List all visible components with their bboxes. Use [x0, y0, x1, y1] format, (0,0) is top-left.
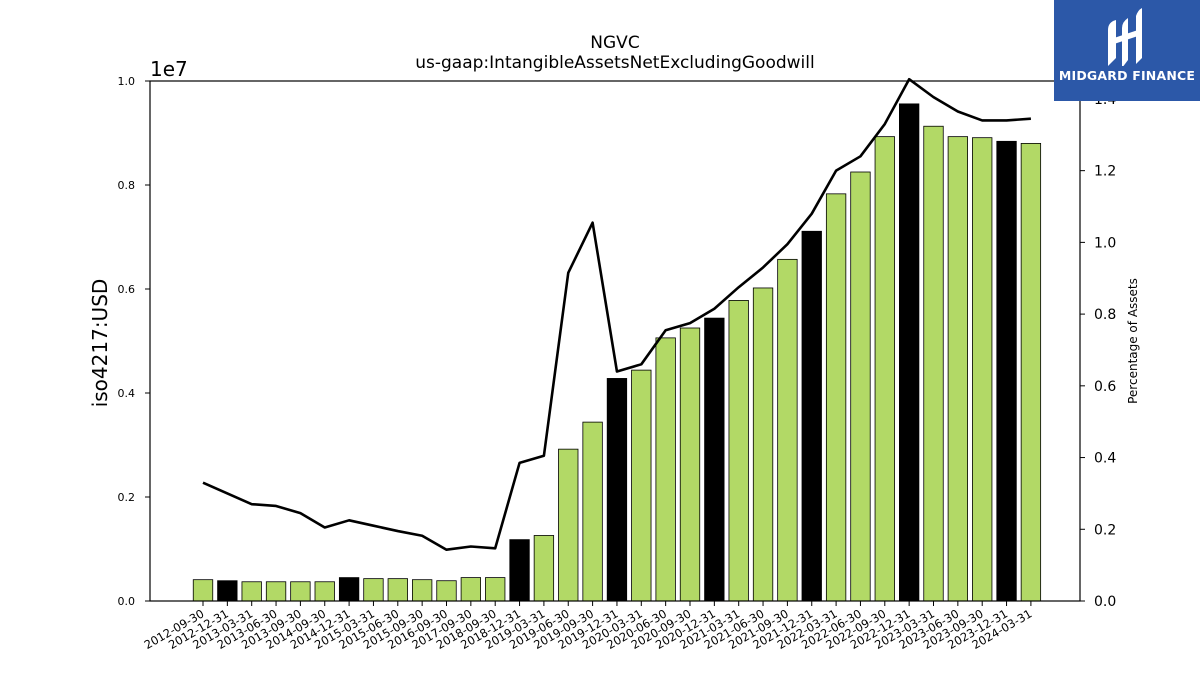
y-axis-exponent-label: 1e7	[150, 57, 188, 81]
y2-axis-label: Percentage of Assets	[1126, 278, 1140, 404]
bar	[533, 535, 555, 602]
y-tick-label: 0.6	[118, 283, 136, 296]
chart-subtitle: us-gaap:IntangibleAssetsNetExcludingGood…	[415, 53, 815, 73]
bar	[801, 230, 822, 602]
bar	[752, 287, 774, 602]
bar	[923, 125, 944, 602]
line-series	[202, 77, 1031, 552]
y2-tick-label: 1.0	[1094, 235, 1116, 251]
y-tick-label: 0.4	[118, 387, 136, 400]
bar	[387, 578, 408, 602]
chart-title: NGVC	[590, 33, 640, 53]
logo-mark-icon	[1108, 8, 1142, 66]
bar	[363, 578, 384, 602]
bar	[996, 140, 1017, 602]
axes: 0.00.20.40.60.81.00.00.20.40.60.81.01.21…	[118, 75, 1117, 652]
bar	[728, 300, 749, 602]
plot-frame	[149, 80, 1081, 602]
y2-tick-label: 0.4	[1094, 451, 1116, 467]
bar	[290, 581, 311, 602]
bar	[265, 581, 287, 602]
bar	[241, 581, 262, 602]
bar	[1020, 142, 1042, 602]
bar	[314, 581, 335, 602]
y2-tick-label: 0.2	[1094, 522, 1116, 538]
bar	[777, 258, 798, 602]
y2-tick-label: 0.6	[1094, 379, 1116, 395]
bar	[899, 103, 920, 602]
bar	[338, 577, 360, 602]
bar	[558, 448, 579, 602]
bar-series	[192, 103, 1042, 602]
bar	[606, 378, 628, 602]
bar	[509, 539, 530, 602]
bar	[436, 580, 457, 602]
logo-text: MIDGARD FINANCE	[1058, 68, 1196, 83]
bar	[582, 421, 603, 602]
y2-tick-label: 0.8	[1094, 307, 1116, 323]
y-tick-label: 1.0	[118, 75, 136, 88]
bar	[679, 327, 701, 602]
bar	[850, 171, 871, 602]
y2-tick-label: 1.2	[1094, 164, 1116, 180]
percentage-line	[202, 77, 1031, 552]
bar	[460, 577, 482, 602]
bar	[947, 136, 968, 602]
midgard-finance-logo: MIDGARD FINANCE	[1054, 0, 1200, 101]
bar	[631, 369, 652, 602]
bar	[972, 137, 993, 602]
y-tick-label: 0.8	[118, 179, 136, 192]
bar	[411, 579, 433, 602]
bar	[192, 579, 214, 602]
y-tick-label: 0.2	[118, 491, 136, 504]
y2-tick-label: 0.0	[1094, 594, 1116, 610]
bar	[217, 580, 238, 602]
bar	[874, 136, 895, 602]
bar	[825, 193, 847, 602]
y-tick-label: 0.0	[118, 595, 136, 608]
y-axis-label: iso4217:USD	[88, 278, 112, 408]
bar	[704, 317, 725, 602]
bar	[485, 577, 506, 602]
bar	[655, 337, 676, 602]
